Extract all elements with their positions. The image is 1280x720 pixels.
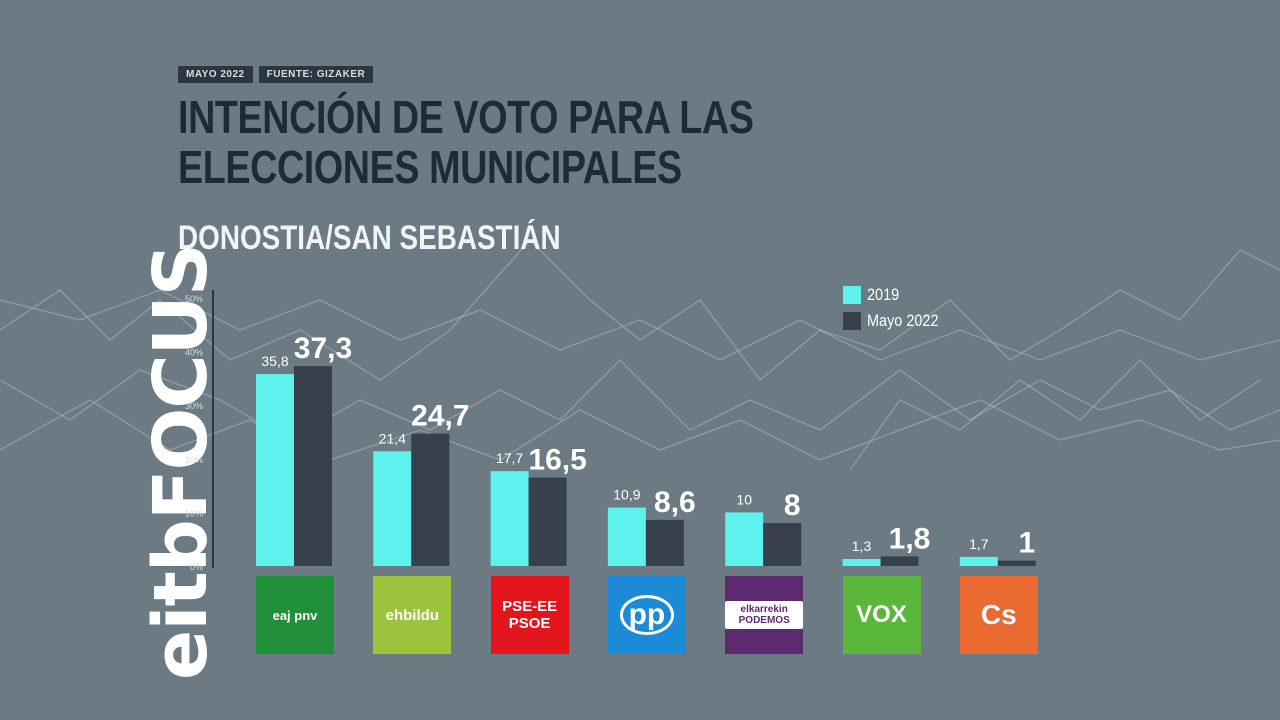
legend-label-2019: 2019 bbox=[867, 285, 900, 304]
cs-logo: Cs bbox=[959, 576, 1038, 654]
party-logo-text: Cs bbox=[980, 599, 1017, 630]
data-label-series-2019: 1,7 bbox=[969, 536, 989, 552]
bar-series-2019 bbox=[725, 512, 764, 566]
legend-swatch-2022 bbox=[843, 312, 861, 330]
podemos-logo: elkarrekin PODEMOS bbox=[725, 576, 804, 654]
party-logo-text: VOX bbox=[856, 601, 907, 628]
bar-series-2019 bbox=[842, 559, 881, 566]
data-label-series-2022: 8,6 bbox=[654, 486, 696, 519]
bar-series-2022 bbox=[645, 519, 684, 566]
date-tag: MAYO 2022 bbox=[178, 66, 253, 83]
data-label-series-2019: 21,4 bbox=[379, 430, 406, 446]
data-label-series-2022: 37,3 bbox=[294, 332, 352, 365]
data-label-series-2019: 10,9 bbox=[613, 487, 640, 503]
legend-swatch-2019 bbox=[843, 286, 861, 304]
psoe-logo: PSE-EE PSOE bbox=[490, 576, 569, 654]
data-label-series-2019: 17,7 bbox=[496, 450, 523, 466]
source-tag: FUENTE: GIZAKER bbox=[258, 66, 374, 83]
pp-logo: pp bbox=[607, 576, 686, 654]
legend: 2019 Mayo 2022 bbox=[843, 282, 951, 334]
y-tick-label: 50% bbox=[185, 294, 203, 304]
y-tick-label: 10% bbox=[185, 508, 203, 518]
legend-item-2019: 2019 bbox=[843, 282, 951, 308]
data-label-series-2022: 24,7 bbox=[411, 400, 469, 433]
legend-item-2022: Mayo 2022 bbox=[843, 308, 951, 334]
bar-series-2022 bbox=[997, 560, 1036, 566]
data-label-series-2022: 16,5 bbox=[528, 444, 586, 477]
chart-title: INTENCIÓN DE VOTO PARA LAS ELECCIONES MU… bbox=[178, 91, 754, 193]
bar-series-2022 bbox=[528, 477, 567, 566]
y-tick-label: 30% bbox=[185, 401, 203, 411]
legend-label-2022: Mayo 2022 bbox=[867, 311, 939, 330]
data-label-series-2022: 8 bbox=[784, 489, 801, 522]
chart-subtitle: DONOSTIA/SAN SEBASTIÁN bbox=[178, 219, 561, 257]
party-logo-text: ehbildu bbox=[385, 606, 439, 624]
bar-series-2022 bbox=[294, 366, 332, 566]
pnv-logo: eaj pnv bbox=[256, 576, 334, 654]
bar-series-2019 bbox=[490, 471, 529, 566]
party-logo-text: PSE-EE PSOE bbox=[502, 598, 558, 632]
party-logo-text: eaj pnv bbox=[272, 607, 318, 623]
bar-series-2022 bbox=[763, 523, 802, 566]
y-tick-label: 40% bbox=[185, 348, 203, 358]
bar-series-2022 bbox=[411, 433, 450, 566]
data-label-series-2022: 1 bbox=[1018, 527, 1035, 560]
bar-series-2019 bbox=[607, 507, 646, 566]
y-tick-label: 20% bbox=[185, 455, 203, 465]
vox-logo: VOX bbox=[842, 576, 921, 654]
bar-series-2019 bbox=[256, 374, 294, 566]
bar-series-2019 bbox=[959, 556, 998, 566]
party-logo-text: pp bbox=[619, 595, 675, 635]
y-tick-label: 0% bbox=[190, 562, 203, 572]
data-label-series-2019: 1,3 bbox=[852, 538, 872, 554]
ehbildu-logo: ehbildu bbox=[373, 576, 452, 654]
data-label-series-2022: 1,8 bbox=[889, 522, 931, 555]
bar-series-2019 bbox=[373, 451, 412, 566]
header-tags: MAYO 2022 FUENTE: GIZAKER bbox=[178, 66, 374, 83]
party-logo-text: elkarrekin PODEMOS bbox=[725, 601, 804, 629]
data-label-series-2019: 35,8 bbox=[261, 353, 288, 369]
bar-series-2022 bbox=[880, 556, 919, 566]
data-label-series-2019: 10 bbox=[736, 491, 752, 507]
